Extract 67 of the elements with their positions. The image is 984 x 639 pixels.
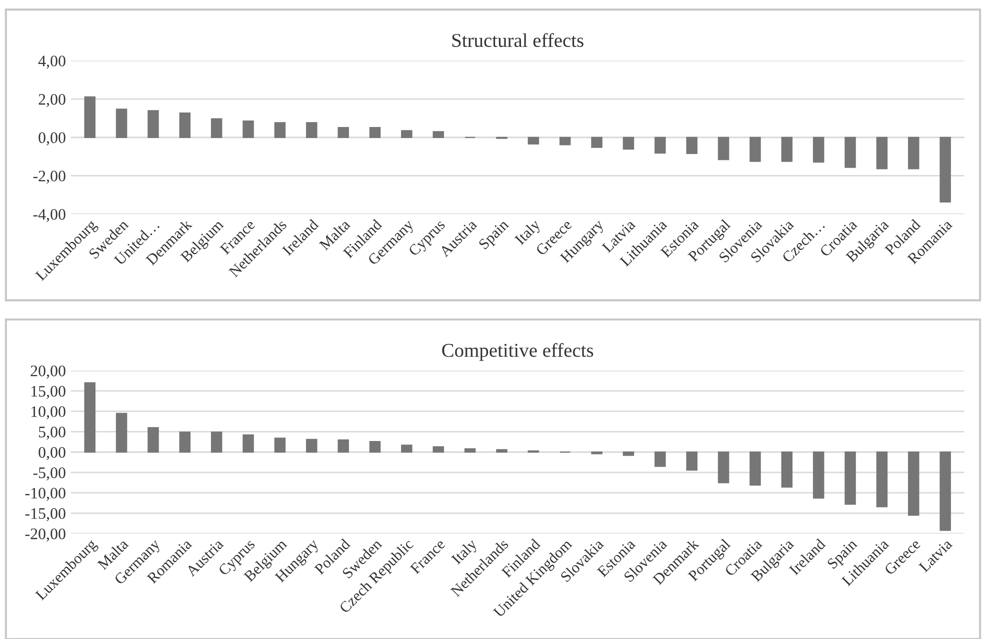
bar bbox=[654, 136, 666, 154]
bar bbox=[591, 136, 602, 148]
bar bbox=[432, 446, 444, 453]
chart-title: Structural effects bbox=[452, 33, 584, 48]
bar bbox=[812, 136, 824, 163]
y-tick-label: 20,00 bbox=[30, 366, 66, 379]
y-tick-label: -10,00 bbox=[25, 488, 66, 501]
bar bbox=[242, 120, 254, 138]
bar bbox=[686, 136, 698, 154]
y-tick-label: -20,00 bbox=[25, 528, 66, 542]
bar bbox=[844, 452, 856, 505]
bar bbox=[84, 96, 96, 138]
bar bbox=[306, 438, 318, 453]
bar bbox=[908, 452, 920, 516]
y-tick-label: -15,00 bbox=[25, 508, 66, 522]
y-tick-label: 15,00 bbox=[31, 386, 66, 399]
bar bbox=[148, 110, 159, 138]
bar bbox=[274, 122, 286, 138]
bar bbox=[274, 438, 286, 453]
bar bbox=[338, 127, 349, 138]
bar bbox=[528, 136, 540, 144]
bar bbox=[718, 136, 730, 160]
bar bbox=[812, 452, 824, 499]
y-tick-label: 2,00 bbox=[38, 94, 66, 108]
bar bbox=[432, 131, 444, 138]
bar bbox=[116, 412, 128, 453]
bar bbox=[401, 444, 412, 453]
bar bbox=[844, 136, 856, 168]
bar bbox=[84, 382, 96, 453]
y-tick-label: 4,00 bbox=[38, 56, 66, 69]
bar bbox=[401, 130, 412, 138]
bar bbox=[496, 449, 508, 453]
y-tick-label: 0,00 bbox=[38, 132, 66, 146]
bar bbox=[210, 118, 222, 138]
chart-title: Competitive effects bbox=[442, 343, 594, 361]
bar bbox=[654, 452, 666, 467]
bar bbox=[338, 439, 349, 453]
bar bbox=[908, 136, 920, 170]
bar bbox=[210, 432, 222, 453]
bar bbox=[940, 136, 951, 203]
y-tick-label: -2,00 bbox=[33, 170, 66, 184]
y-tick-label: 5,00 bbox=[38, 426, 66, 440]
bar bbox=[179, 432, 191, 453]
bar bbox=[306, 122, 318, 138]
y-tick-label: -4,00 bbox=[33, 208, 66, 222]
bar bbox=[876, 452, 888, 508]
bar bbox=[940, 452, 951, 531]
bar bbox=[750, 452, 761, 486]
y-tick-label: 10,00 bbox=[31, 406, 66, 420]
y-tick-label: 0,00 bbox=[38, 447, 66, 460]
bar bbox=[718, 452, 730, 484]
bar bbox=[559, 136, 571, 146]
bar bbox=[781, 452, 793, 488]
bar bbox=[369, 127, 381, 138]
bar bbox=[876, 136, 888, 170]
bar bbox=[622, 136, 634, 150]
bar bbox=[369, 440, 381, 453]
bar bbox=[781, 136, 793, 162]
bar bbox=[750, 136, 761, 162]
bar bbox=[242, 434, 254, 453]
bar bbox=[622, 452, 634, 456]
y-tick-label: -5,00 bbox=[33, 467, 66, 480]
bar bbox=[116, 108, 128, 138]
bar bbox=[148, 427, 159, 453]
bar bbox=[464, 448, 476, 453]
bar bbox=[686, 452, 698, 471]
bar bbox=[179, 112, 191, 138]
